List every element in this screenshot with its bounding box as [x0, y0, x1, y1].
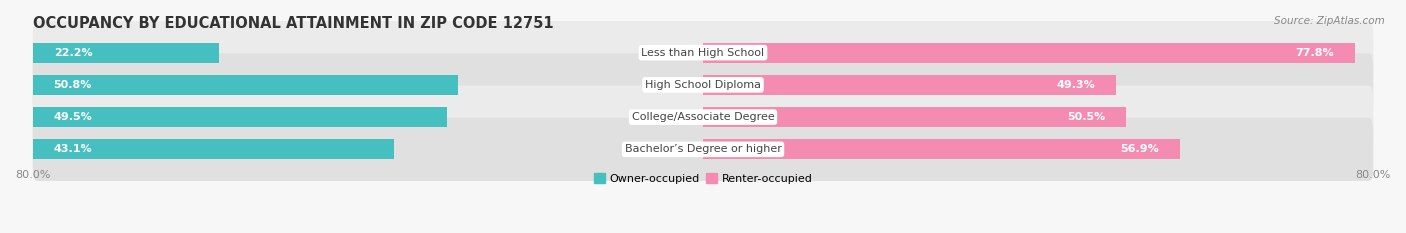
Text: 50.8%: 50.8%	[53, 80, 91, 90]
Bar	[32, 107, 447, 127]
Bar	[703, 139, 1180, 159]
FancyBboxPatch shape	[32, 21, 1374, 84]
Text: Bachelor’s Degree or higher: Bachelor’s Degree or higher	[624, 144, 782, 154]
Text: 56.9%: 56.9%	[1121, 144, 1159, 154]
FancyBboxPatch shape	[32, 118, 1374, 181]
Text: 50.5%: 50.5%	[1067, 112, 1105, 122]
Text: Source: ZipAtlas.com: Source: ZipAtlas.com	[1274, 16, 1385, 26]
Text: High School Diploma: High School Diploma	[645, 80, 761, 90]
Bar	[32, 43, 219, 63]
Bar	[703, 75, 1116, 95]
Bar	[32, 139, 394, 159]
Text: 77.8%: 77.8%	[1295, 48, 1334, 58]
Legend: Owner-occupied, Renter-occupied: Owner-occupied, Renter-occupied	[589, 169, 817, 188]
FancyBboxPatch shape	[32, 86, 1374, 149]
Text: 49.5%: 49.5%	[53, 112, 93, 122]
FancyBboxPatch shape	[32, 53, 1374, 116]
Text: 43.1%: 43.1%	[53, 144, 93, 154]
Text: 22.2%: 22.2%	[53, 48, 93, 58]
Text: OCCUPANCY BY EDUCATIONAL ATTAINMENT IN ZIP CODE 12751: OCCUPANCY BY EDUCATIONAL ATTAINMENT IN Z…	[32, 16, 554, 31]
Text: College/Associate Degree: College/Associate Degree	[631, 112, 775, 122]
Bar	[703, 107, 1126, 127]
Bar	[32, 75, 458, 95]
Text: Less than High School: Less than High School	[641, 48, 765, 58]
Text: 49.3%: 49.3%	[1056, 80, 1095, 90]
Bar	[703, 43, 1355, 63]
